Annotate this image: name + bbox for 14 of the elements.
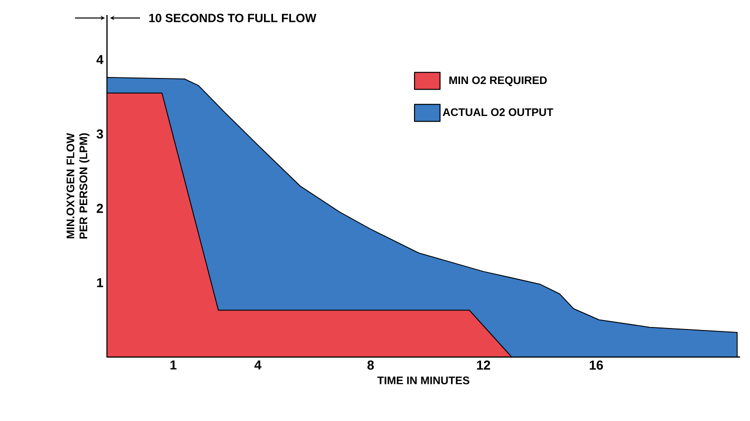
- x-tick-label: 4: [254, 360, 262, 370]
- x-tick-label: 16: [590, 360, 603, 370]
- x-tick-label: 1: [170, 360, 177, 370]
- y-tick-label: 4: [96, 55, 104, 64]
- y-tick-label: 1: [97, 278, 104, 288]
- legend-label: ACTUAL O2 OUTPUT: [442, 108, 554, 116]
- y-tick-label: 3: [96, 129, 104, 139]
- x-tick-label: 8: [367, 360, 374, 370]
- y-axis-title: MIN.OXYGEN FLOW PER PERSON (LPM): [66, 133, 90, 239]
- y-tick-label: 2: [96, 204, 103, 213]
- x-axis-title: TIME IN MINUTES: [377, 376, 470, 384]
- annotation: 10 SECONDS TO FULL FLOW: [149, 14, 316, 22]
- x-tick-label: 12: [477, 360, 490, 370]
- legend-label: MIN O2 REQUIRED: [449, 76, 547, 86]
